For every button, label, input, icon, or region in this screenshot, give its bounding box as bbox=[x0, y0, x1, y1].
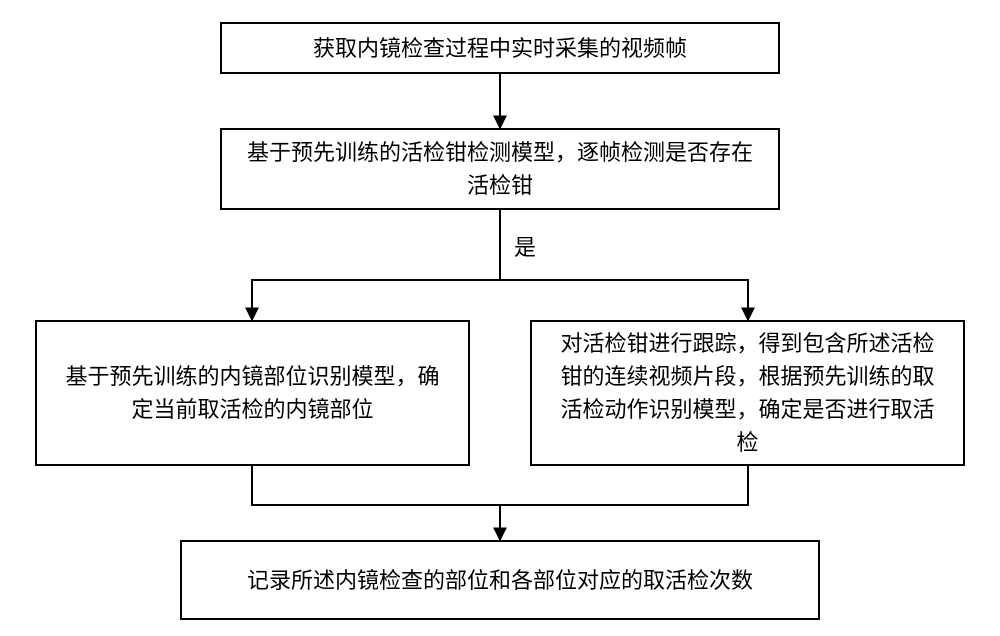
flow-node-acquire-frames: 获取内镜检查过程中实时采集的视频帧 bbox=[220, 22, 780, 74]
node-text: 获取内镜检查过程中实时采集的视频帧 bbox=[313, 32, 687, 65]
node-text: 记录所述内镜检查的部位和各部位对应的取活检次数 bbox=[247, 564, 753, 597]
flowchart-canvas: 获取内镜检查过程中实时采集的视频帧 基于预先训练的活检钳检测模型，逐帧检测是否存… bbox=[0, 0, 1000, 636]
node-text: 基于预先训练的内镜部位识别模型，确定当前取活检的内镜部位 bbox=[57, 360, 448, 426]
edge-label-yes: 是 bbox=[512, 230, 538, 262]
flow-node-identify-site: 基于预先训练的内镜部位识别模型，确定当前取活检的内镜部位 bbox=[35, 320, 470, 466]
flow-node-track-and-action: 对活检钳进行跟踪，得到包含所述活检钳的连续视频片段，根据预先训练的取活检动作识别… bbox=[530, 320, 965, 466]
flow-node-detect-forceps: 基于预先训练的活检钳检测模型，逐帧检测是否存在活检钳 bbox=[220, 128, 780, 210]
flow-node-record-results: 记录所述内镜检查的部位和各部位对应的取活检次数 bbox=[180, 540, 820, 620]
label-text: 是 bbox=[514, 235, 536, 260]
node-text: 对活检钳进行跟踪，得到包含所述活检钳的连续视频片段，根据预先训练的取活检动作识别… bbox=[552, 327, 943, 459]
node-text: 基于预先训练的活检钳检测模型，逐帧检测是否存在活检钳 bbox=[242, 136, 758, 202]
